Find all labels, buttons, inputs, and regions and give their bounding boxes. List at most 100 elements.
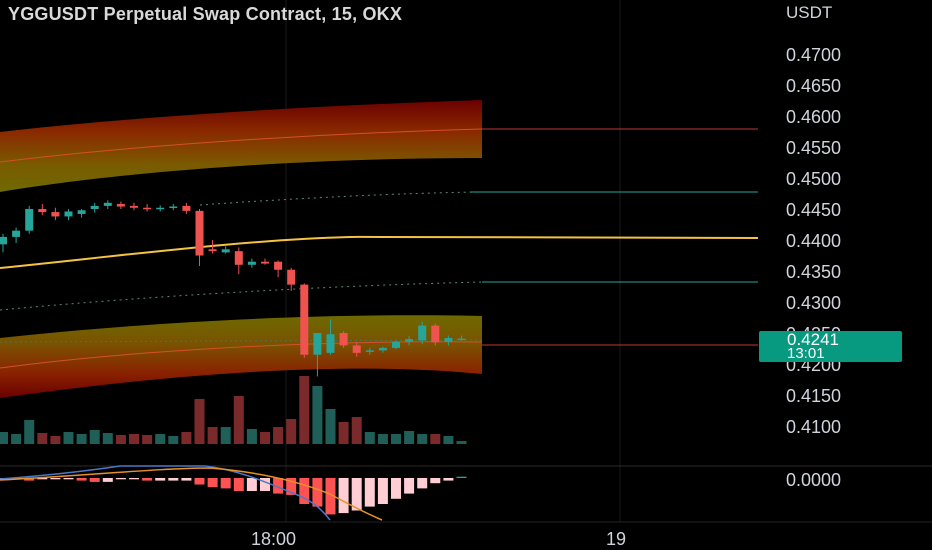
price-axis-label: 0.4650 xyxy=(786,76,841,96)
price-axis-label: 0.4500 xyxy=(786,169,841,189)
price-axis-label: 0.4600 xyxy=(786,107,841,127)
macd-bar xyxy=(89,478,100,482)
currency-label: USDT xyxy=(786,3,833,22)
candle-body xyxy=(130,205,138,208)
candle-body xyxy=(12,230,21,237)
upper-dotted-line xyxy=(199,191,483,206)
macd-bar xyxy=(312,478,323,507)
current-dotted-line xyxy=(0,339,483,343)
candle-body xyxy=(143,207,152,210)
macd-bar xyxy=(286,478,297,495)
volume-bar xyxy=(456,441,467,444)
macd-histogram xyxy=(0,476,467,515)
candle-body xyxy=(51,212,60,217)
candle-body xyxy=(431,325,440,343)
candle-body xyxy=(405,339,414,342)
macd-bar xyxy=(364,478,375,507)
moving-average-line xyxy=(0,235,759,269)
macd-bar xyxy=(246,478,257,491)
candle-body xyxy=(287,269,296,285)
macd-bar xyxy=(142,478,153,481)
macd-bar xyxy=(115,478,126,480)
candle-body xyxy=(313,333,322,355)
macd-bar xyxy=(443,478,454,481)
candle-body xyxy=(77,210,86,214)
bar-countdown: 13:01 xyxy=(787,345,825,362)
volume-bar xyxy=(50,436,61,444)
volume-bar xyxy=(364,432,375,444)
volume-bar xyxy=(63,432,74,444)
volume-bar xyxy=(312,386,323,444)
macd-bar xyxy=(76,478,87,481)
candle-body xyxy=(247,261,256,265)
candle-body xyxy=(64,211,73,217)
upper-band-midline xyxy=(0,128,483,163)
candle-body xyxy=(195,210,204,256)
volume-bar xyxy=(430,434,441,444)
macd-bar xyxy=(50,478,61,480)
last-price-badge: 0.4241 13:01 xyxy=(759,331,902,362)
macd-bar xyxy=(129,478,139,480)
chart-title[interactable]: YGGUSDT Perpetual Swap Contract, 15, OKX xyxy=(8,4,403,24)
volume-bar xyxy=(299,376,310,444)
price-axis-label: 0.4350 xyxy=(786,262,841,282)
volume-bar xyxy=(273,427,284,444)
candle-body xyxy=(0,236,7,245)
volume-bar xyxy=(391,434,401,444)
macd-bar xyxy=(233,478,244,491)
volume-bar xyxy=(168,436,179,444)
macd-bar xyxy=(391,478,401,499)
volume-bar xyxy=(24,420,35,444)
price-axis-label: 0.4400 xyxy=(786,231,841,251)
candle-body xyxy=(156,207,165,210)
volume-bar xyxy=(89,430,100,444)
candle-body xyxy=(457,338,466,341)
candle-body xyxy=(221,249,230,253)
candle-body xyxy=(261,261,269,264)
macd-axis-label: 0.0000 xyxy=(786,470,841,490)
lower-band xyxy=(0,315,482,398)
price-axis[interactable]: 0.4700 0.4650 0.4600 0.4550 0.4500 0.4450 0.44… xyxy=(786,45,841,437)
candle-body xyxy=(339,333,348,346)
candle-body xyxy=(274,261,283,270)
volume-bar xyxy=(129,434,139,444)
macd-bar xyxy=(351,478,362,511)
macd-bar xyxy=(299,478,310,504)
price-axis-label: 0.4150 xyxy=(786,386,841,406)
volume-bar xyxy=(76,434,87,444)
time-label-1800: 18:00 xyxy=(251,529,296,549)
upper-band xyxy=(0,100,482,192)
price-axis-label: 0.4450 xyxy=(786,200,841,220)
volume-bar xyxy=(207,427,218,444)
macd-bar xyxy=(24,478,35,481)
candle-body xyxy=(352,345,361,353)
volume-bar xyxy=(181,432,192,444)
macd-bar xyxy=(325,478,336,515)
volume-bar xyxy=(404,431,415,444)
volume-bar xyxy=(155,434,166,444)
macd-bar xyxy=(417,478,428,489)
candle-body xyxy=(103,202,112,206)
macd-bar xyxy=(404,478,415,494)
candle-body xyxy=(116,204,125,207)
price-axis-label: 0.4100 xyxy=(786,417,841,437)
macd-bar xyxy=(194,478,205,485)
candle-body xyxy=(234,251,243,265)
volume-bar xyxy=(220,427,231,444)
macd-bar xyxy=(102,478,113,482)
volume-bar xyxy=(115,435,126,444)
candle-body xyxy=(392,341,400,348)
volume-bar xyxy=(417,434,428,444)
candle-body xyxy=(378,347,387,351)
candle-body xyxy=(38,209,47,213)
lower-dotted-line xyxy=(0,281,483,311)
macd-bar xyxy=(260,478,270,491)
price-axis-label: 0.4550 xyxy=(786,138,841,158)
macd-bar xyxy=(168,478,179,481)
macd-bar xyxy=(63,478,74,480)
candle-body xyxy=(300,284,309,355)
macd-bar xyxy=(456,476,467,478)
macd-bar xyxy=(377,478,388,504)
volume-bar xyxy=(443,436,454,444)
